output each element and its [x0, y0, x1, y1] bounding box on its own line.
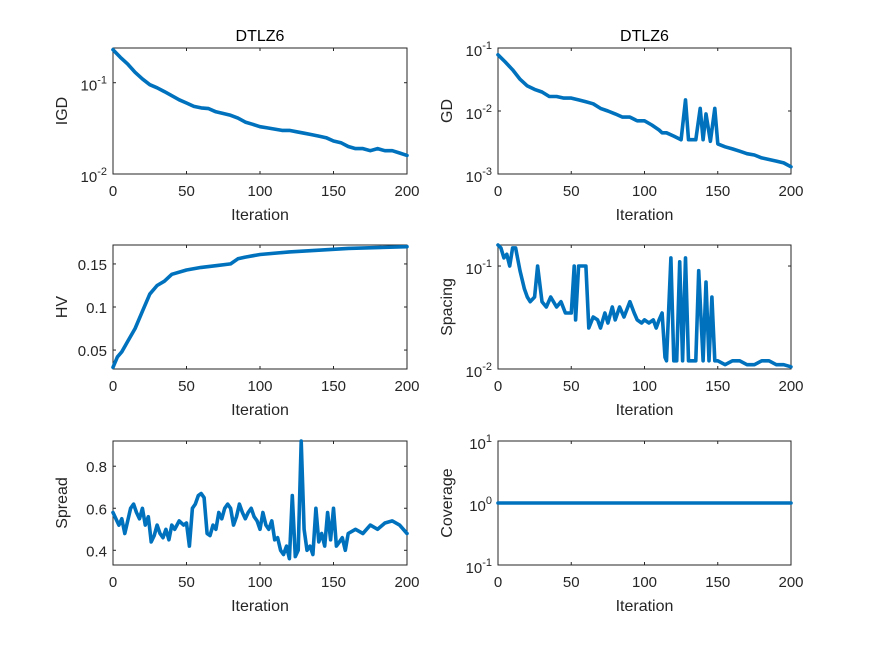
x-tick-label: 50 [178, 378, 195, 395]
data-series-line [111, 439, 409, 561]
x-tick-label: 0 [109, 574, 117, 591]
y-tick-label: 10-1 [466, 258, 492, 278]
x-tick-label: 100 [247, 378, 272, 395]
y-tick-label: 0.05 [78, 343, 107, 360]
x-axis-label: Iteration [231, 402, 289, 419]
x-tick-label: 150 [321, 574, 346, 591]
x-tick-label: 100 [247, 183, 272, 200]
y-axis-label: GD [439, 99, 456, 123]
subplot-3: 0 50 100 150 200 0.05 0.1 0.15 Iteration HV [54, 244, 420, 419]
x-tick-label: 150 [705, 574, 730, 591]
x-tick-label: 150 [705, 183, 730, 200]
x-tick-label: 0 [109, 378, 117, 395]
y-tick-label: 10-2 [466, 361, 492, 381]
y-tick-label: 10-1 [466, 40, 492, 60]
y-tick-label: 0.4 [86, 543, 107, 560]
x-tick-label: 0 [109, 183, 117, 200]
axes-box [497, 244, 792, 370]
y-tick-label: 101 [469, 433, 492, 453]
y-axis-label: HV [54, 296, 71, 319]
axes-box [112, 244, 408, 370]
subplot-1: 0 50 100 150 200 10-2 10-1 DTLZ6 Iteration IGD [54, 28, 420, 224]
subplot-2: 0 50 100 150 200 10-3 10-2 10-1 DTLZ6 Iteration GD [439, 28, 804, 224]
y-tick-label: 10-1 [466, 557, 492, 577]
x-axis-label: Iteration [616, 207, 674, 224]
x-tick-label: 100 [632, 183, 657, 200]
y-tick-label: 100 [469, 495, 492, 515]
y-axis-label: Coverage [439, 468, 456, 537]
y-tick-label: 0.8 [86, 459, 107, 476]
y-tick-label: 10-2 [466, 103, 492, 123]
axes-box [112, 440, 408, 566]
x-tick-label: 200 [778, 378, 803, 395]
x-tick-label: 50 [563, 574, 580, 591]
x-tick-label: 100 [632, 574, 657, 591]
y-tick-label: 0.15 [78, 257, 107, 274]
x-axis-label: Iteration [231, 598, 289, 615]
y-tick-label: 0.6 [86, 501, 107, 518]
y-axis-label: IGD [54, 97, 71, 125]
y-tick-label: 10-3 [466, 166, 492, 186]
x-tick-label: 50 [563, 378, 580, 395]
x-tick-label: 0 [494, 183, 502, 200]
x-tick-label: 150 [321, 183, 346, 200]
x-tick-label: 50 [178, 183, 195, 200]
x-tick-label: 0 [494, 574, 502, 591]
x-axis-label: Iteration [616, 402, 674, 419]
x-tick-label: 100 [247, 574, 272, 591]
subplot-4: 0 50 100 150 200 10-2 10-1 Iteration Spacing [439, 243, 804, 419]
x-tick-label: 150 [321, 378, 346, 395]
y-tick-label: 10-2 [81, 166, 107, 186]
x-tick-label: 200 [778, 183, 803, 200]
y-axis-label: Spacing [439, 278, 456, 336]
x-tick-label: 150 [705, 378, 730, 395]
y-tick-label: 10-1 [81, 75, 107, 95]
x-tick-label: 200 [394, 574, 419, 591]
x-tick-label: 50 [563, 183, 580, 200]
y-tick-label: 0.1 [86, 300, 107, 317]
x-axis-label: Iteration [231, 207, 289, 224]
x-tick-label: 200 [394, 378, 419, 395]
subplot-5: 0 50 100 150 200 0.4 0.6 0.8 Iteration Spread [54, 439, 420, 615]
chart-title: DTLZ6 [236, 28, 285, 45]
data-series-line [496, 243, 793, 369]
x-axis-label: Iteration [616, 598, 674, 615]
x-tick-label: 200 [778, 574, 803, 591]
data-series-line [496, 52, 793, 169]
y-axis-label: Spread [54, 477, 71, 529]
subplot-6: 0 50 100 150 200 10-1 100 101 Iteration Coverage [439, 433, 804, 615]
x-tick-label: 50 [178, 574, 195, 591]
axes-box [112, 47, 408, 175]
chart-title: DTLZ6 [620, 28, 669, 45]
x-tick-label: 0 [494, 378, 502, 395]
x-tick-label: 200 [394, 183, 419, 200]
data-series-line [111, 244, 409, 370]
data-series-line [111, 47, 409, 158]
x-tick-label: 100 [632, 378, 657, 395]
